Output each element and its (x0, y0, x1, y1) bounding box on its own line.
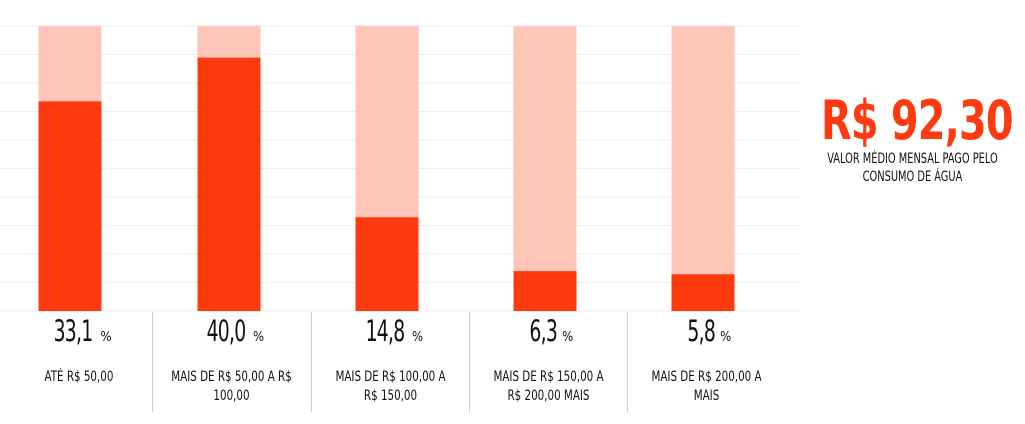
average-value-caption: VALOR MÉDIO MENSAL PAGO PELO CONSUMO DE … (827, 151, 998, 185)
average-value-callout: R$ 92,30 VALOR MÉDIO MENSAL PAGO PELO CO… (800, 92, 1025, 186)
category-label: MAIS DE R$ 150,00 A R$ 200,00 MAIS (493, 369, 604, 404)
category-label: MAIS DE R$ 50,00 A R$ 100,00 (171, 369, 292, 404)
bar-chart (0, 25, 800, 312)
average-value: R$ 92,30 (821, 89, 1014, 152)
category-block: 33,1% ATÉ R$ 50,00 (0, 312, 158, 412)
value-label: 40,0% (206, 314, 265, 348)
bar (513, 271, 577, 311)
category-block: 5,8% MAIS DE R$ 200,00 A MAIS (627, 312, 785, 412)
category-block: 6,3% MAIS DE R$ 150,00 A R$ 200,00 MAIS (469, 312, 627, 412)
value-label: 5,8% (687, 314, 732, 348)
category-label: ATÉ R$ 50,00 (44, 369, 114, 385)
bar (671, 274, 735, 311)
bar (38, 101, 102, 311)
bar (355, 217, 419, 311)
category-block: 14,8% MAIS DE R$ 100,00 A R$ 150,00 (311, 312, 469, 412)
value-label: 6,3% (529, 314, 574, 348)
value-label: 14,8% (365, 314, 424, 348)
bar-track (671, 26, 735, 311)
category-label: MAIS DE R$ 100,00 A R$ 150,00 (335, 369, 446, 404)
bars (38, 26, 735, 311)
category-block: 40,0% MAIS DE R$ 50,00 A R$ 100,00 (152, 312, 310, 412)
category-label: MAIS DE R$ 200,00 A MAIS (651, 369, 762, 404)
bar (197, 57, 261, 311)
bar-track (513, 26, 577, 311)
value-label: 33,1% (53, 314, 112, 348)
